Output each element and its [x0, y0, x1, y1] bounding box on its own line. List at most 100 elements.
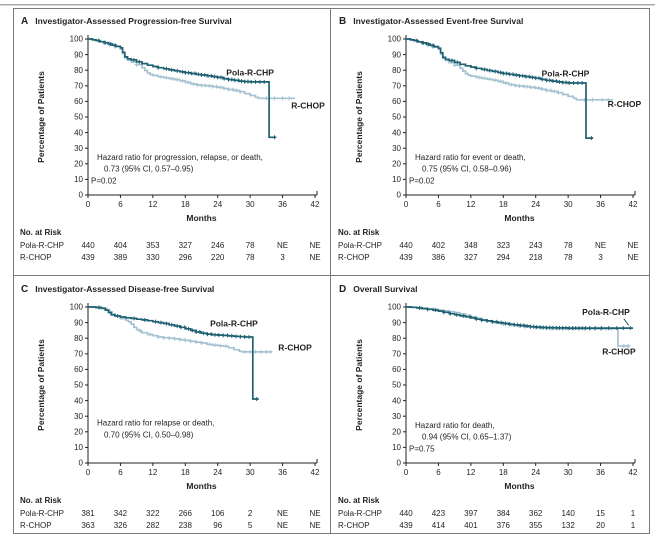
- y-tick-label: 60: [74, 365, 83, 374]
- risk-value: NE: [627, 253, 638, 262]
- panel-c: C Investigator-Assessed Disease-free Surv…: [14, 277, 329, 532]
- y-tick-label: 80: [74, 66, 83, 75]
- x-tick-label: 30: [564, 200, 573, 209]
- x-tick-label: 36: [596, 468, 605, 477]
- y-tick-label: 80: [392, 66, 401, 75]
- x-tick-label: 12: [466, 468, 475, 477]
- y-tick-label: 60: [392, 365, 401, 374]
- risk-value: 243: [529, 241, 543, 250]
- risk-table-header: No. at Risk: [20, 228, 62, 237]
- hazard-ratio-annotation: 0.94 (95% CI, 0.65–1.37): [422, 433, 512, 442]
- curve-label-r-chop: R-CHOP: [608, 99, 642, 109]
- risk-value: 348: [464, 241, 478, 250]
- y-tick-label: 80: [392, 334, 401, 343]
- y-tick-label: 50: [392, 381, 401, 390]
- x-tick-label: 24: [531, 200, 540, 209]
- risk-value: NE: [277, 509, 288, 518]
- curve-label-pola-r-chp: Pola-R-CHP: [542, 68, 590, 78]
- risk-row-label: R-CHOP: [338, 521, 370, 530]
- y-tick-label: 70: [392, 350, 401, 359]
- risk-value: 330: [146, 253, 160, 262]
- y-tick-label: 90: [74, 318, 83, 327]
- risk-value: NE: [595, 241, 606, 250]
- y-tick-label: 70: [74, 350, 83, 359]
- risk-value: 440: [81, 241, 95, 250]
- y-tick-label: 70: [392, 82, 401, 91]
- y-tick-label: 0: [397, 191, 402, 200]
- y-tick-label: 100: [388, 303, 402, 312]
- risk-value: 326: [114, 521, 128, 530]
- y-axis-label: Percentage of Patients: [36, 339, 46, 431]
- x-tick-label: 30: [246, 200, 255, 209]
- y-tick-label: 40: [392, 128, 401, 137]
- risk-value: NE: [627, 241, 638, 250]
- panel-a-chart: 0 10 20 30 40 50 60 70 80 90 100 0 6 12 18 24 30 36 42 Perc…: [20, 35, 325, 262]
- risk-value: 266: [179, 509, 193, 518]
- risk-value: 218: [529, 253, 543, 262]
- risk-value: 238: [179, 521, 193, 530]
- km-curve-r-chop: [88, 306, 272, 353]
- risk-value: 322: [146, 509, 160, 518]
- y-axis-label: Percentage of Patients: [354, 71, 364, 163]
- panel-a-letter: A: [21, 16, 29, 27]
- panel-d-letter: D: [339, 284, 347, 295]
- y-tick-label: 20: [392, 428, 401, 437]
- risk-value: 78: [246, 241, 255, 250]
- risk-value: 140: [561, 509, 575, 518]
- y-tick-label: 30: [392, 412, 401, 421]
- hazard-ratio-annotation: 0.70 (95% CI, 0.50–0.98): [104, 430, 194, 439]
- panel-d-heading: Overall Survival: [353, 284, 418, 294]
- y-tick-label: 60: [74, 97, 83, 106]
- y-tick-label: 100: [388, 35, 402, 44]
- y-tick-label: 0: [397, 459, 402, 468]
- risk-value: 78: [246, 253, 255, 262]
- risk-value: NE: [309, 521, 320, 530]
- risk-value: 78: [564, 241, 573, 250]
- risk-value: 381: [81, 509, 95, 518]
- x-tick-label: 36: [596, 200, 605, 209]
- y-tick-label: 20: [74, 160, 83, 169]
- y-tick-label: 70: [74, 82, 83, 91]
- risk-value: 296: [179, 253, 193, 262]
- risk-value: 402: [432, 241, 446, 250]
- risk-value: 78: [564, 253, 573, 262]
- risk-value: 220: [211, 253, 225, 262]
- risk-value: 386: [432, 253, 446, 262]
- risk-row-label: Pola-R-CHP: [20, 509, 64, 518]
- risk-value: 246: [211, 241, 225, 250]
- y-tick-label: 90: [392, 318, 401, 327]
- risk-row-label: R-CHOP: [20, 521, 52, 530]
- x-tick-label: 30: [246, 468, 255, 477]
- risk-value: 327: [464, 253, 478, 262]
- risk-row-label: R-CHOP: [20, 253, 52, 262]
- panel-d: D Overall Survival 0 10 20 30 40 50 60 70 80 90 100…: [332, 277, 648, 532]
- panel-a-title-row: A Investigator-Assessed Progression-free …: [14, 9, 329, 28]
- risk-row-label: Pola-R-CHP: [338, 241, 382, 250]
- y-tick-label: 100: [70, 303, 84, 312]
- risk-value: 132: [561, 521, 575, 530]
- risk-value: NE: [309, 241, 320, 250]
- panel-b: B Investigator-Assessed Event-free Surviv…: [332, 9, 648, 274]
- x-tick-label: 30: [564, 468, 573, 477]
- panel-d-chart: 0 10 20 30 40 50 60 70 80 90 100 0 6 12 18 24 30 36 42 Perc…: [338, 303, 638, 530]
- x-axis-label: Months: [186, 213, 216, 223]
- panel-c-heading: Investigator-Assessed Disease-free Survi…: [35, 284, 215, 294]
- y-tick-label: 0: [79, 191, 84, 200]
- y-tick-label: 10: [74, 175, 83, 184]
- y-tick-label: 30: [74, 144, 83, 153]
- risk-value: 282: [146, 521, 160, 530]
- x-tick-label: 0: [404, 200, 409, 209]
- hazard-ratio-annotation: Hazard ratio for event or death,: [415, 153, 526, 162]
- risk-value: NE: [309, 509, 320, 518]
- hazard-ratio-annotation: P=0.75: [409, 444, 435, 453]
- risk-value: 397: [464, 509, 478, 518]
- risk-value: 439: [399, 253, 413, 262]
- y-tick-label: 0: [79, 459, 84, 468]
- risk-table-header: No. at Risk: [338, 228, 380, 237]
- x-tick-label: 42: [629, 200, 638, 209]
- y-tick-label: 40: [392, 396, 401, 405]
- risk-value: 439: [399, 521, 413, 530]
- panel-b-chart: 0 10 20 30 40 50 60 70 80 90 100 0 6 12 18 24 30 36 42 Perc…: [338, 35, 642, 262]
- curve-label-r-chop: R-CHOP: [602, 347, 636, 357]
- y-tick-label: 30: [392, 144, 401, 153]
